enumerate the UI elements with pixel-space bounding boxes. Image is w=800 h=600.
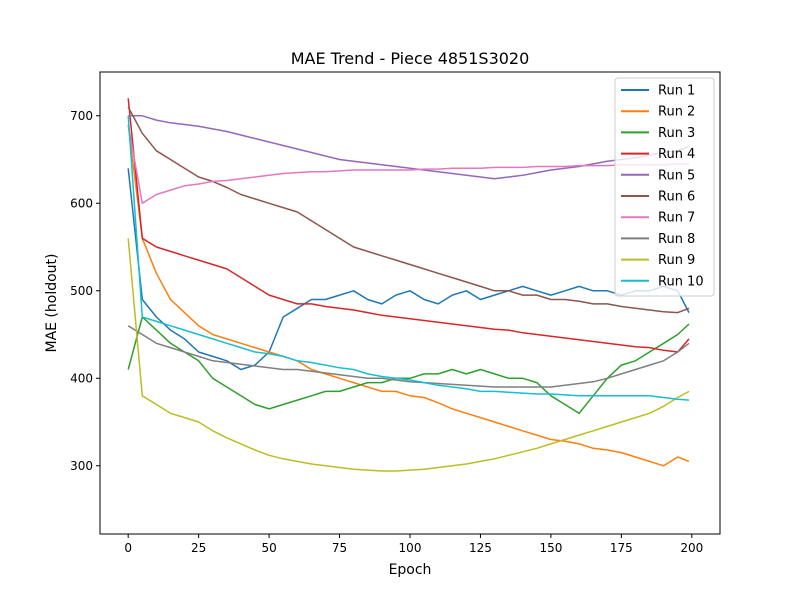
y-tick-label: 700	[70, 109, 93, 123]
series-line-run-1	[127, 168, 690, 371]
plot-lines	[127, 98, 690, 472]
legend-label-run-8: Run 8	[658, 232, 695, 247]
y-axis-label: MAE (holdout)	[44, 253, 60, 352]
x-tick-label: 25	[191, 541, 206, 555]
legend-label-run-1: Run 1	[658, 84, 695, 99]
y-axis: 300 400 500 600 700	[70, 109, 100, 473]
legend-label-run-4: Run 4	[658, 147, 695, 162]
legend-label-run-2: Run 2	[658, 105, 695, 120]
x-axis-label: Epoch	[389, 562, 432, 578]
series-line-run-5	[128, 115, 690, 180]
series-line-run-10	[127, 115, 690, 401]
x-tick-label: 125	[469, 541, 492, 555]
series-line-run-4	[127, 98, 690, 353]
x-tick-label: 100	[399, 541, 422, 555]
legend-label-run-7: Run 7	[658, 211, 695, 226]
x-tick-label: 175	[610, 541, 633, 555]
x-tick-label: 50	[261, 541, 276, 555]
series-line-run-3	[127, 316, 690, 415]
y-tick-label: 500	[70, 284, 93, 298]
x-tick-label: 200	[680, 541, 703, 555]
y-tick-label: 400	[70, 371, 93, 385]
series-line-run-8	[127, 325, 690, 388]
series-line-run-2	[127, 124, 690, 467]
legend-label-run-9: Run 9	[658, 253, 695, 268]
legend-label-run-5: Run 5	[658, 168, 695, 183]
x-tick-label: 75	[332, 541, 347, 555]
y-tick-label: 600	[70, 196, 93, 210]
series-line-run-7	[127, 124, 689, 205]
x-tick-label: 150	[539, 541, 562, 555]
legend-label-run-10: Run 10	[658, 274, 704, 289]
x-tick-label: 0	[124, 541, 132, 555]
series-line-run-6	[127, 106, 690, 314]
y-tick-label: 300	[70, 459, 93, 473]
legend: Run 1 Run 2 Run 3 Run 4 Run 5 Run 6 Run 7 Run 8…	[614, 77, 715, 297]
series-line-run-9	[127, 238, 690, 472]
legend-label-run-6: Run 6	[658, 190, 695, 205]
legend-label-run-3: Run 3	[658, 126, 695, 141]
chart-title: MAE Trend - Piece 4851S3020	[291, 49, 530, 68]
x-axis: 0 25 50 75 100 125 150 175 200	[124, 534, 703, 555]
